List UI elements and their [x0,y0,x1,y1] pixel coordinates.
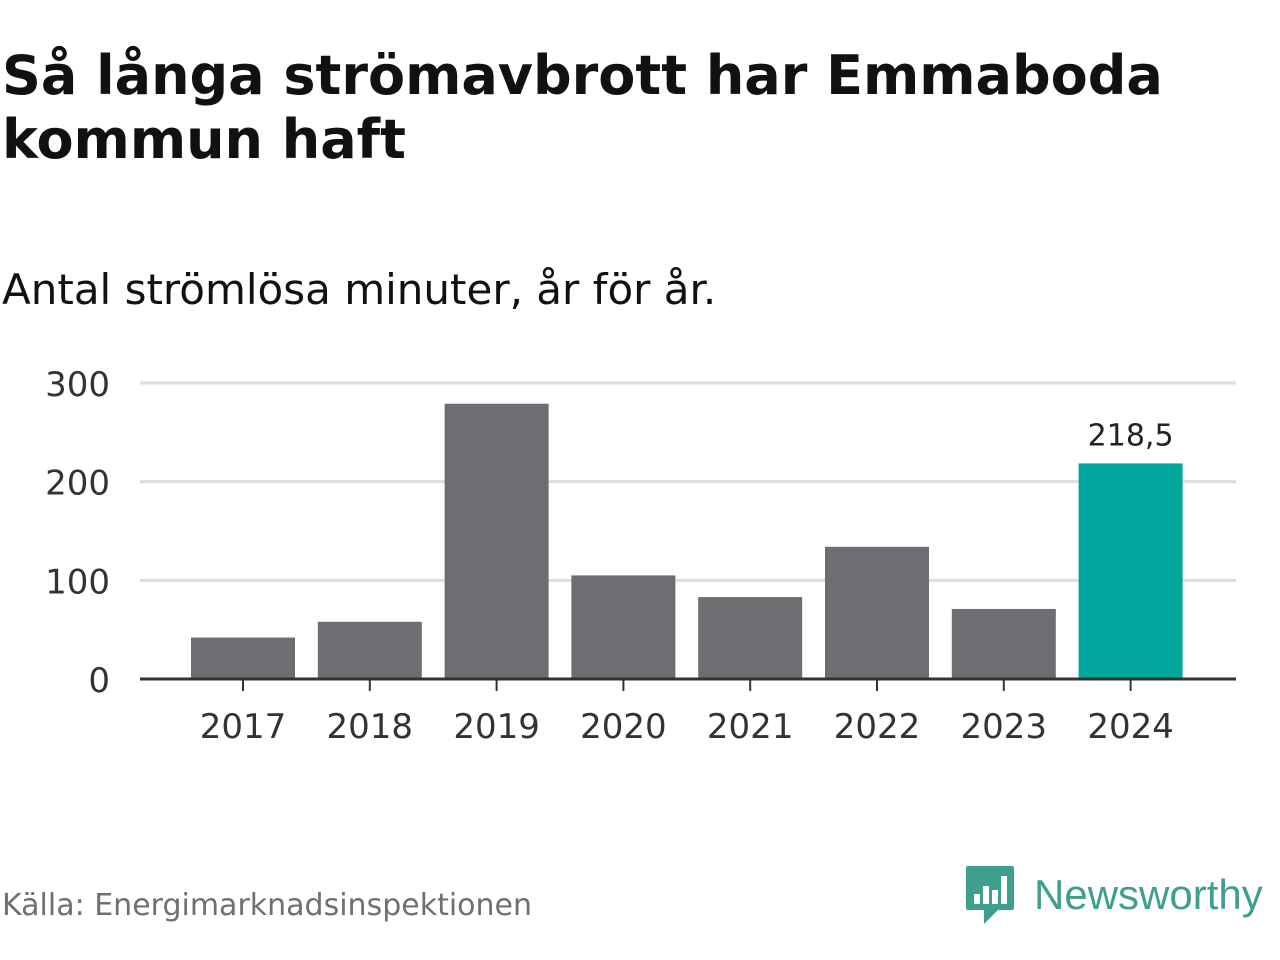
bar [571,575,676,679]
bar [191,637,295,679]
bar [317,621,422,679]
y-tick-label: 100 [45,562,110,602]
x-tick-label: 2023 [961,707,1048,747]
x-tick-label: 2018 [327,707,414,747]
x-tick-label: 2019 [453,707,540,747]
x-tick-label: 2022 [834,707,921,747]
newsworthy-logo: Newsworthy [964,864,1263,926]
x-tick-label: 2024 [1087,707,1174,747]
x-tick-label: 2020 [580,707,667,747]
bar [951,608,1056,679]
chart-title: Så långa strömavbrott har Emmaboda kommu… [2,44,1163,171]
x-tick-label: 2021 [707,707,794,747]
bar [698,597,803,679]
x-tick-label: 2017 [200,707,287,747]
bar-chart: 0 100 200 300 218,5 2017 2018 2019 2020 2021 2022 2… [45,365,1236,747]
y-tick-label: 0 [88,661,110,701]
bar [825,546,929,679]
y-tick-label: 300 [45,365,110,405]
chart-subtitle: Antal strömlösa minuter, år för år. [2,265,717,314]
bar [444,403,549,679]
newsworthy-logo-icon [966,866,1014,924]
brand-name: Newsworthy [1034,871,1263,918]
data-label: 218,5 [1088,418,1174,453]
bar [1078,463,1183,679]
source-note: Källa: Energimarknadsinspektionen [2,888,533,923]
y-tick-label: 200 [45,464,110,504]
